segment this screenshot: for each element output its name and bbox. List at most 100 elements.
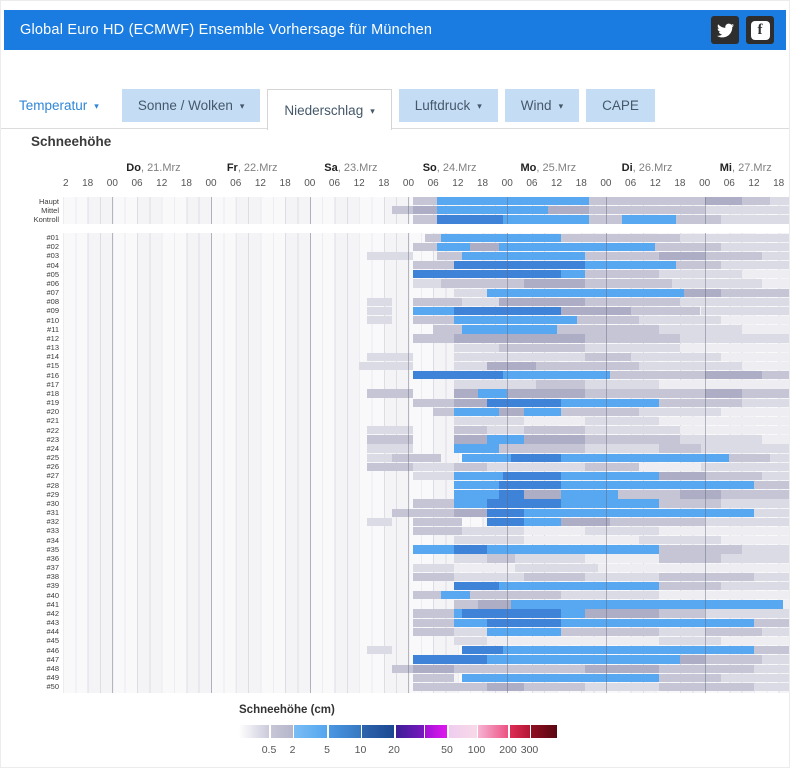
heatmap-cell-segment: [412, 197, 438, 206]
day-gridline: [408, 197, 410, 693]
heatmap-cell-segment: [523, 517, 561, 527]
heatmap-cell-segment: [412, 316, 454, 325]
tab-temperatur[interactable]: Temperatur ▾: [3, 89, 115, 122]
heatmap-cell-segment: [412, 655, 487, 664]
day-label: Mi, 27.Mrz: [719, 162, 772, 174]
hour-tick-label: 06: [230, 178, 242, 189]
heatmap-cell-segment: [560, 233, 680, 242]
heatmap-cell-segment: [367, 444, 413, 453]
heatmap-cell-segment: [412, 270, 561, 279]
heatmap-cell-segment: [523, 572, 586, 582]
heatmap-cell-segment: [659, 251, 705, 261]
heatmap-cell-segment: [523, 490, 561, 499]
tab-label: Wind: [520, 98, 552, 113]
heatmap-cell-segment: [486, 655, 680, 664]
heatmap-cell-segment: [659, 581, 722, 591]
tab-cape[interactable]: CAPE: [586, 89, 655, 122]
heatmap-cell-segment: [585, 297, 680, 306]
heatmap-cell-segment: [498, 407, 524, 417]
day-gridline: [309, 197, 311, 693]
member-label-23: #23: [46, 434, 59, 444]
tab-luftdruck[interactable]: Luftdruck ▾: [398, 89, 498, 122]
heatmap-cell-segment: [597, 563, 789, 572]
hour-tick-label: 18: [773, 178, 785, 189]
heatmap-cell-segment: [453, 581, 499, 591]
heatmap-cell-segment: [560, 618, 754, 627]
hour-tick-label: 06: [526, 178, 538, 189]
member-label-33: #33: [46, 526, 59, 536]
heatmap-cell-segment: [523, 536, 639, 545]
tab-bar: Temperatur ▾ Sonne / Wolken ▾ Niederschlag ▾ L…: [1, 89, 789, 130]
day-label: Mo, 25.Mrz: [520, 162, 577, 174]
heatmap-cell-segment: [659, 636, 722, 646]
member-label-18: #18: [46, 388, 59, 398]
twitter-icon[interactable]: [711, 16, 739, 44]
heatmap-cell-segment: [704, 197, 742, 206]
heatmap-cell-segment: [523, 407, 561, 417]
snow-depth-ensemble-chart: Do, 21.Mrz Fr, 22.Mrz Sa, 23.Mrz So, 24.Mrz…: [1, 161, 789, 696]
heatmap-cell-segment: [503, 471, 561, 481]
day-label: Di, 26.Mrz: [621, 162, 673, 174]
heatmap-cell-segment: [585, 389, 705, 398]
legend-color-segment: [270, 725, 293, 738]
legend-tick-label: 50: [441, 744, 453, 756]
heatmap-cell-segment: [679, 490, 722, 499]
tab-niederschlag[interactable]: Niederschlag ▾: [267, 89, 392, 130]
heatmap-cell-segment: [704, 655, 763, 664]
heatmap-cell-segment: [535, 361, 639, 371]
tab-label: Sonne / Wolken: [137, 98, 233, 113]
heatmap-cell-segment: [412, 279, 442, 288]
heatmap-cell-segment: [367, 426, 413, 435]
member-label-40: #40: [46, 590, 59, 600]
heatmap-cell-segment: [478, 600, 512, 609]
heatmap-cell-segment: [453, 343, 499, 352]
legend-tick-label: 10: [354, 744, 367, 756]
heatmap-cell-segment: [762, 371, 789, 380]
heatmap-cell-segment: [486, 618, 561, 627]
heatmap-cell-segment: [638, 536, 722, 545]
tab-wind[interactable]: Wind ▾: [504, 89, 580, 122]
section-title: Schneehöhe: [31, 134, 112, 149]
heatmap-cell-segment: [655, 242, 722, 251]
heatmap-cell-segment: [453, 316, 578, 325]
member-label-02: #02: [46, 242, 59, 252]
heatmap-cell-segment: [412, 673, 454, 682]
heatmap-cell-segment: [679, 297, 789, 306]
hour-tick-label: 18: [279, 178, 291, 189]
hour-tick-label: 06: [723, 178, 735, 189]
facebook-icon[interactable]: f: [746, 16, 774, 44]
heatmap-cell-segment: [679, 435, 763, 444]
heatmap-cell-segment: [523, 279, 586, 288]
heatmap-cell-segment: [367, 297, 393, 306]
heatmap-cell-segment: [486, 545, 660, 554]
heatmap-cell-segment: [630, 352, 722, 362]
heatmap-cell-segment: [684, 288, 722, 297]
day-gridline: [112, 197, 114, 693]
heatmap-cell-segment: [638, 316, 722, 325]
heatmap-cell-segment: [721, 215, 789, 224]
heatmap-cell-segment: [437, 206, 549, 215]
heatmap-cell-segment: [412, 242, 438, 251]
heatmap-cell-segment: [762, 279, 789, 288]
heatmap-cell-segment: [585, 609, 660, 618]
heatmap-cell-segment: [478, 389, 508, 398]
heatmap-cell-segment: [453, 435, 487, 444]
member-label-26: #26: [46, 462, 59, 472]
member-label-01: #01: [46, 233, 59, 242]
legend-color-segment: [478, 725, 508, 738]
heatmap-cell-segment: [753, 682, 789, 692]
heatmap-cell-segment: [412, 682, 487, 692]
member-label-24: #24: [46, 443, 59, 453]
hour-axis: 12 18 00 06 12 18 00 06 12 18 00 06 12 18 00 06 12 18 00 06…: [63, 178, 789, 190]
heatmap-cell-segment: [585, 270, 660, 279]
heatmap-cell-segment: [412, 591, 442, 600]
tab-sonne-wolken[interactable]: Sonne / Wolken ▾: [121, 89, 261, 122]
hour-tick-label: 18: [82, 178, 94, 189]
heatmap-cell-segment: [721, 261, 789, 270]
hour-tick-label: 18: [476, 178, 489, 189]
legend-color-segment: [509, 725, 530, 738]
heatmap-cell-segment: [560, 627, 660, 637]
heatmap-cell-segment: [762, 627, 789, 637]
heatmap-cell-segment: [453, 536, 524, 545]
heatmap-cell-segment: [721, 316, 789, 325]
